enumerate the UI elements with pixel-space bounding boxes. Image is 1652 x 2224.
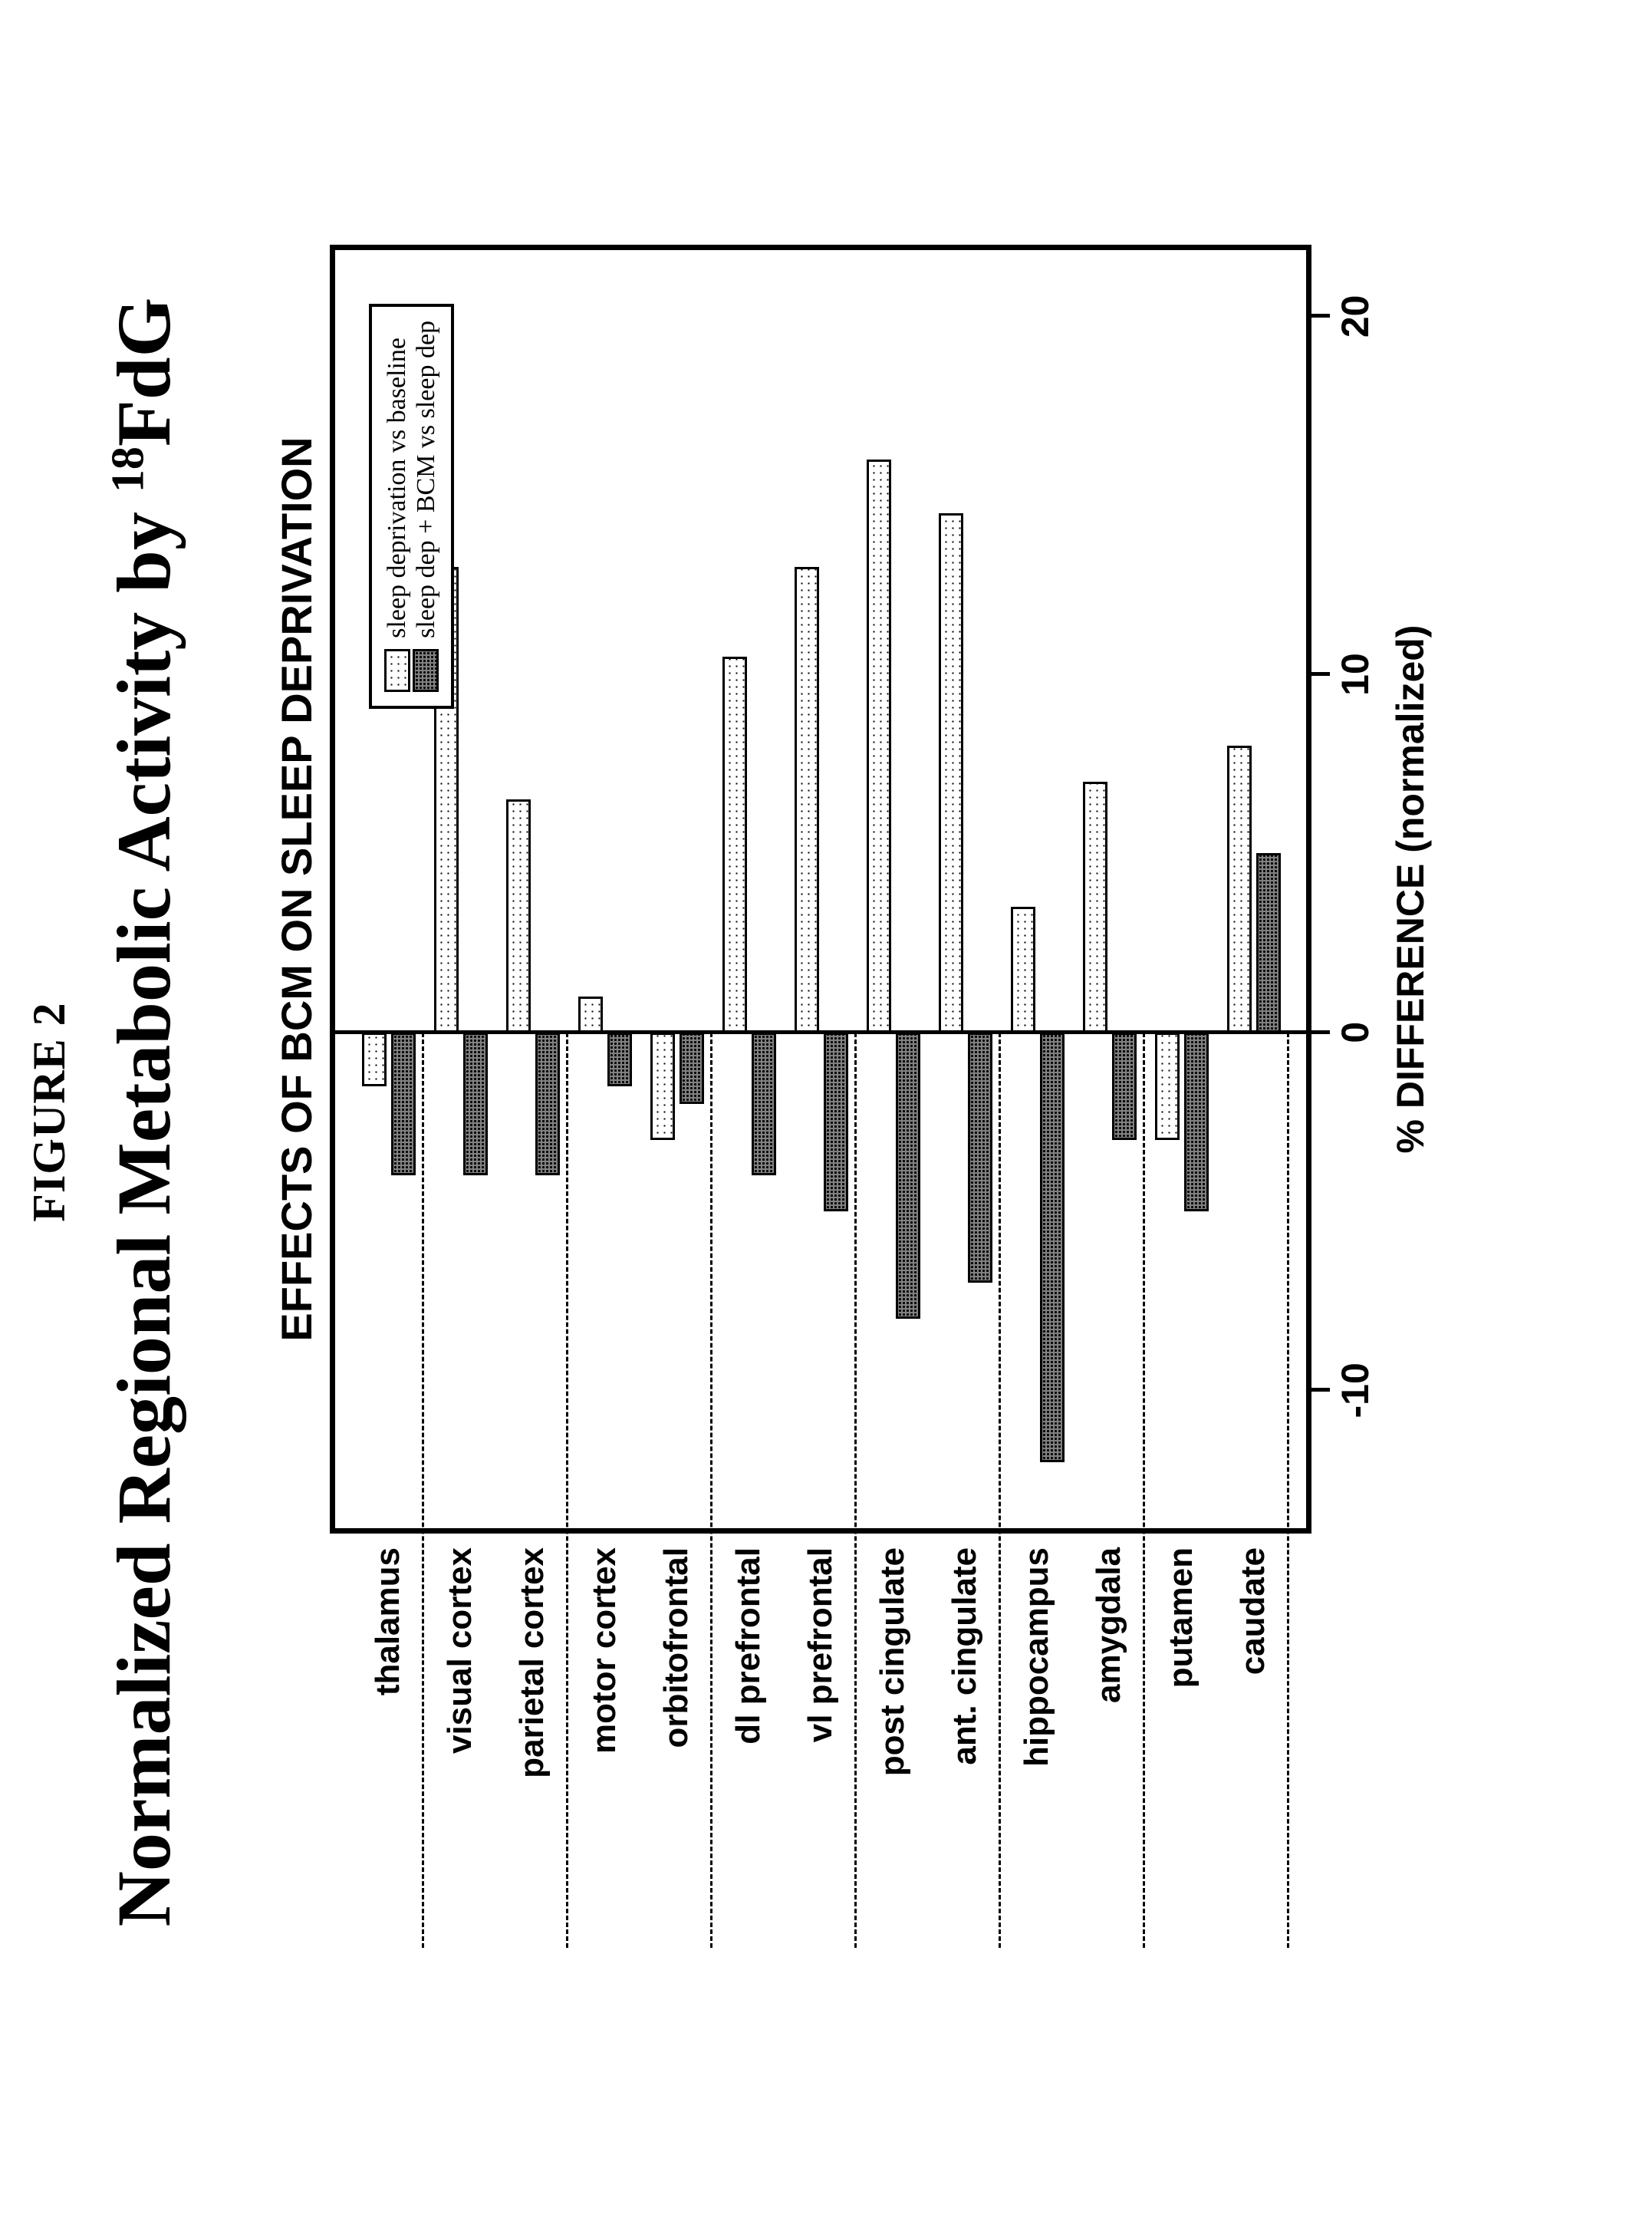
category-label: thalamus (369, 1547, 407, 1994)
bar (1040, 1033, 1065, 1462)
title-sup: 18 (103, 446, 153, 493)
gridline (999, 1033, 1001, 1948)
category-label: dl prefrontal (729, 1547, 768, 1994)
chart-title: EFFECTS OF BCM ON SLEEP DEPRIVATION (271, 245, 321, 1534)
bar (607, 1033, 632, 1086)
category-label: hippocampus (1018, 1547, 1056, 1994)
bar (722, 657, 747, 1033)
chart-frame: EFFECTS OF BCM ON SLEEP DEPRIVATION thala… (261, 229, 1411, 1994)
gridline (422, 1033, 424, 1948)
bar (1184, 1033, 1209, 1211)
x-tick (1311, 672, 1330, 676)
bar (795, 567, 819, 1033)
legend: sleep deprivation vs baselinesleep dep +… (369, 304, 454, 709)
page: FIGURE 2 Normalized Regional Metabolic A… (0, 0, 1652, 2224)
bar (896, 1033, 920, 1319)
figure-caption: FIGURE 2 (23, 0, 76, 2224)
category-label: orbitofrontal (657, 1547, 696, 1994)
rotated-canvas: FIGURE 2 Normalized Regional Metabolic A… (0, 0, 1652, 2224)
category-label: putamen (1162, 1547, 1200, 1994)
gridline (1287, 1033, 1289, 1948)
legend-text: sleep deprivation vs baseline (383, 338, 411, 638)
x-tick-label: 0 (1333, 1022, 1377, 1043)
x-tick-label: 10 (1333, 653, 1377, 696)
bar (1227, 746, 1252, 1032)
bar (824, 1033, 848, 1211)
bar (1256, 853, 1281, 1032)
legend-row: sleep deprivation vs baseline (383, 321, 411, 692)
title-post: FdG (101, 298, 186, 446)
bar (535, 1033, 560, 1176)
legend-row: sleep dep + BCM vs sleep dep (412, 321, 440, 692)
page-title: Normalized Regional Metabolic Activity b… (100, 0, 188, 2224)
category-label: vl prefrontal (801, 1547, 840, 1994)
category-label: caudate (1234, 1547, 1272, 1994)
x-tick (1311, 1388, 1330, 1392)
bar (1083, 782, 1107, 1033)
bar (680, 1033, 704, 1104)
legend-text: sleep dep + BCM vs sleep dep (412, 321, 440, 638)
x-axis-title: % DIFFERENCE (normalized) (1388, 245, 1433, 1534)
category-label: amygdala (1090, 1547, 1128, 1994)
bar (939, 513, 963, 1033)
gridline (1143, 1033, 1145, 1948)
x-tick-label: 20 (1333, 295, 1377, 338)
x-tick (1311, 314, 1330, 318)
x-tick (1311, 1030, 1330, 1034)
gridline (854, 1033, 857, 1948)
bar (752, 1033, 776, 1176)
category-label: motor cortex (585, 1547, 624, 1994)
bar (391, 1033, 416, 1176)
legend-swatch (384, 649, 410, 692)
title-pre: Normalized Regional Metabolic Activity b… (101, 493, 186, 1926)
bar (650, 1033, 675, 1140)
gridline (710, 1033, 712, 1948)
bar (1155, 1033, 1180, 1140)
category-label: visual cortex (441, 1547, 479, 1994)
bar (362, 1033, 387, 1086)
category-label: post cingulate (874, 1547, 912, 1994)
x-tick-label: -10 (1333, 1362, 1377, 1418)
bar (1011, 907, 1035, 1032)
bar (578, 997, 603, 1033)
gridline (566, 1033, 568, 1948)
bar (1112, 1033, 1137, 1140)
bar (506, 799, 531, 1032)
bar (867, 460, 891, 1033)
category-label: ant. cingulate (946, 1547, 984, 1994)
category-label: parietal cortex (513, 1547, 551, 1994)
legend-swatch (413, 649, 439, 692)
bar (463, 1033, 488, 1176)
bar (968, 1033, 992, 1283)
plot-box (330, 245, 1311, 1534)
